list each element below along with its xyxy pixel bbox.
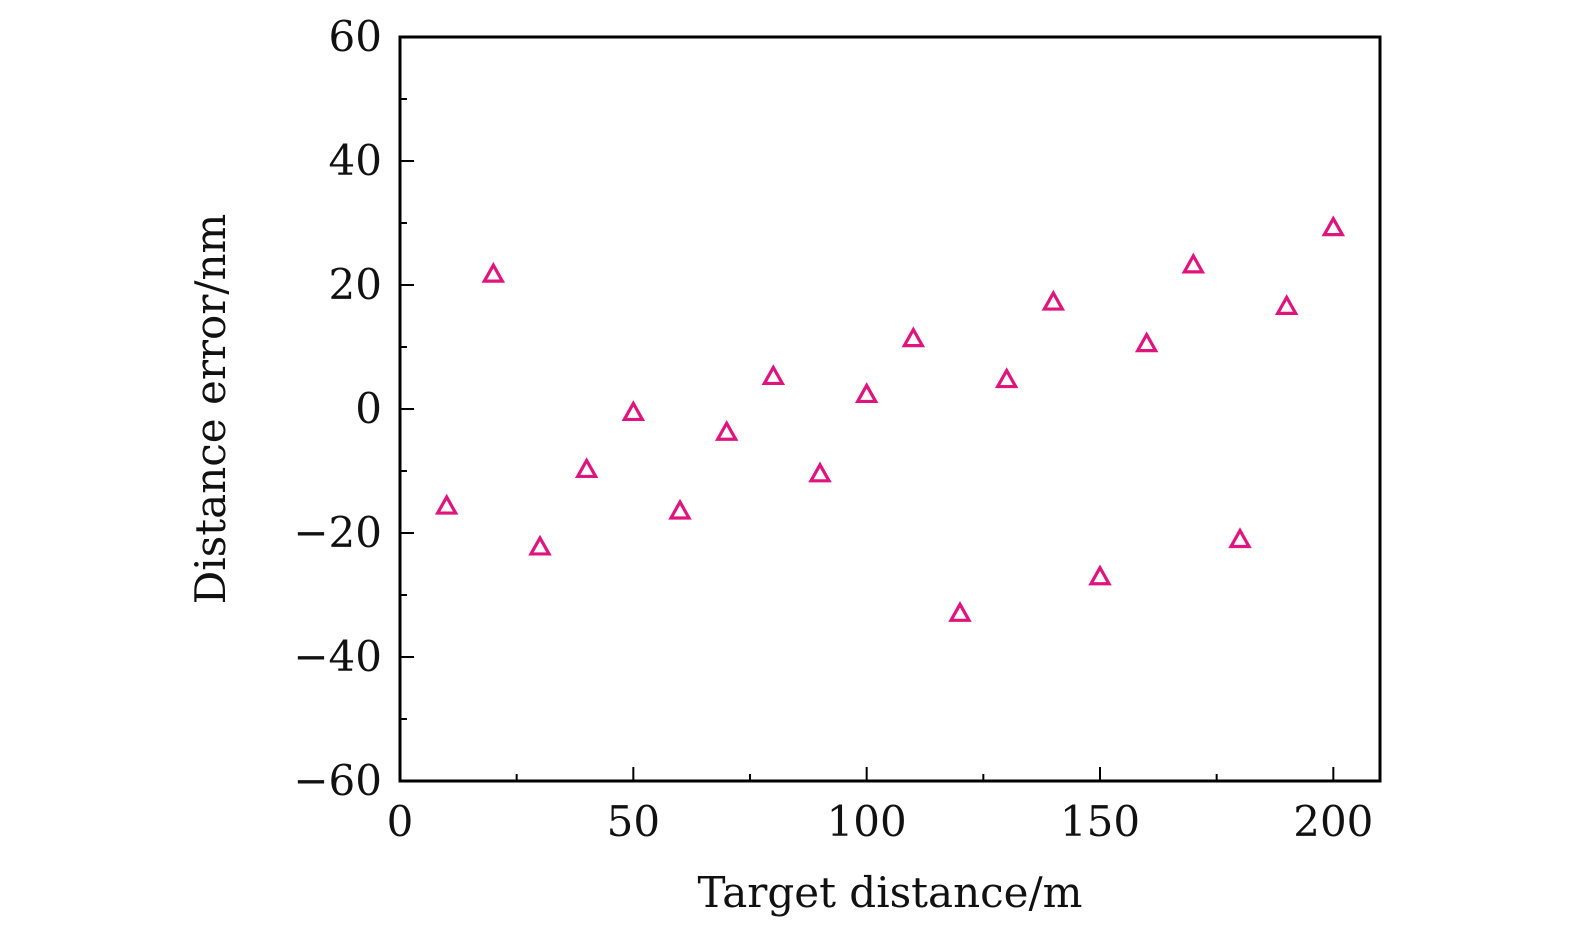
data-point [481, 261, 506, 283]
plot-frame [398, 35, 1382, 783]
y-tick-label: −20 [293, 508, 382, 557]
data-point [808, 461, 832, 483]
axis-tick-labels: 0 50 100 150 200 −60 −40 −20 0 20 40 60 [293, 12, 1373, 846]
data-point [901, 326, 926, 348]
y-tick-label: 40 [329, 136, 382, 185]
y-tick-label: 0 [355, 384, 382, 433]
data-point [574, 457, 599, 479]
x-tick-label: 0 [387, 797, 414, 846]
y-axis-label: Distance error/nm [186, 214, 235, 605]
data-points [434, 215, 1346, 622]
data-point [1041, 289, 1066, 311]
x-tick-label: 150 [1060, 797, 1140, 846]
y-tick-label: −60 [293, 756, 382, 805]
x-axis-label: Target distance/m [697, 868, 1082, 917]
data-point [1274, 294, 1299, 315]
data-point [1228, 527, 1252, 549]
data-point [1181, 252, 1206, 274]
data-point [1134, 331, 1159, 353]
x-tick-label: 50 [607, 797, 660, 846]
x-tick-label: 200 [1293, 797, 1373, 846]
data-point [621, 400, 646, 422]
data-point [1321, 215, 1346, 237]
y-tick-label: 60 [329, 12, 382, 61]
data-point [761, 364, 786, 386]
x-tick-label: 100 [827, 797, 907, 846]
y-tick-label: 20 [329, 260, 382, 309]
data-point [854, 382, 879, 404]
data-point [434, 493, 459, 515]
data-point [528, 534, 552, 556]
data-point [1088, 564, 1112, 586]
data-point [668, 498, 692, 520]
axis-ticks [399, 36, 1335, 782]
data-point [948, 601, 972, 622]
data-point [994, 367, 1019, 389]
data-point [714, 419, 739, 441]
y-tick-label: −40 [293, 632, 382, 681]
